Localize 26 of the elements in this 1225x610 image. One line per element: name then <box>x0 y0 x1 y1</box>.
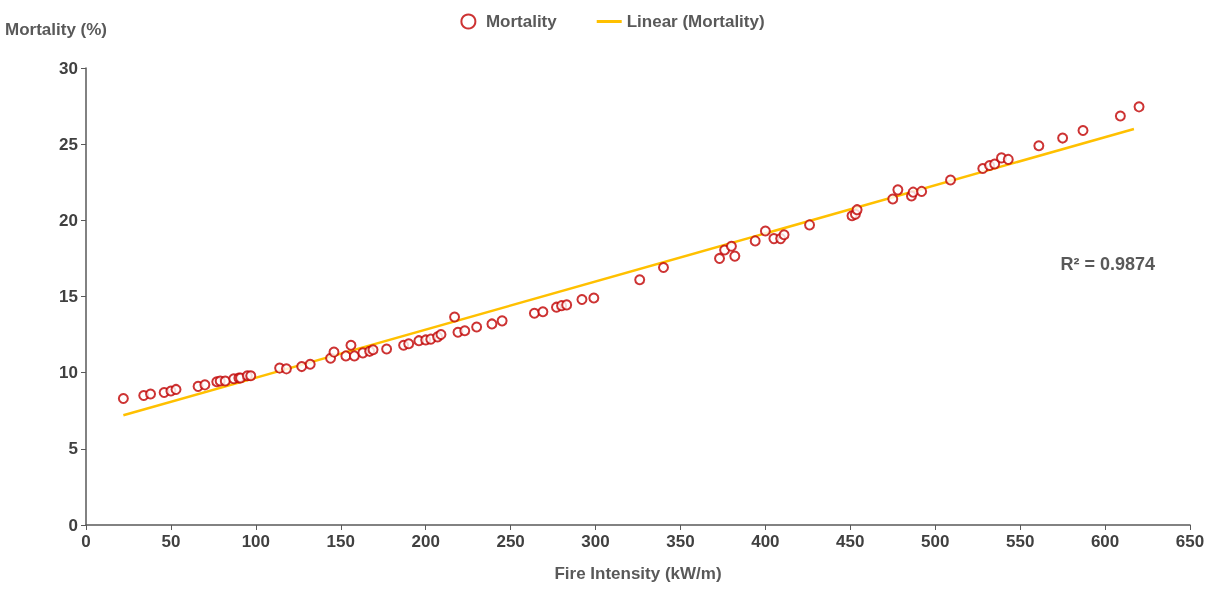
y-tick-label: 20 <box>59 210 78 230</box>
x-tick-label: 300 <box>581 532 610 551</box>
x-tick-label: 450 <box>836 532 865 551</box>
y-tick-label: 30 <box>59 58 78 78</box>
x-tick-label: 600 <box>1090 532 1120 551</box>
x-tick-label: 200 <box>411 532 440 551</box>
x-axis-title: Fire Intensity (kW/m) <box>554 564 722 583</box>
x-tick-label: 100 <box>241 532 271 551</box>
x-tick-label: 500 <box>921 532 950 551</box>
x-tick-label: 400 <box>751 532 780 551</box>
legend-label: Mortality <box>485 12 558 31</box>
x-tick-label: 250 <box>496 532 525 551</box>
x-tick-label: 150 <box>326 532 355 551</box>
y-tick-label: 10 <box>59 363 78 383</box>
y-axis-title: Mortality (%) <box>5 20 107 39</box>
x-tick-label: 0 <box>81 532 91 551</box>
legend-label: Linear (Mortality) <box>626 12 765 31</box>
y-tick-label: 15 <box>59 287 78 306</box>
y-tick-label: 0 <box>68 515 78 535</box>
x-tick-label: 650 <box>1175 532 1205 551</box>
x-tick-label: 550 <box>1005 532 1035 551</box>
annotation: R² = 0.9874 <box>1060 254 1155 274</box>
y-tick-label: 5 <box>68 439 78 459</box>
y-tick-label: 25 <box>59 134 78 154</box>
x-tick-label: 50 <box>161 532 181 551</box>
x-tick-label: 350 <box>666 532 695 551</box>
